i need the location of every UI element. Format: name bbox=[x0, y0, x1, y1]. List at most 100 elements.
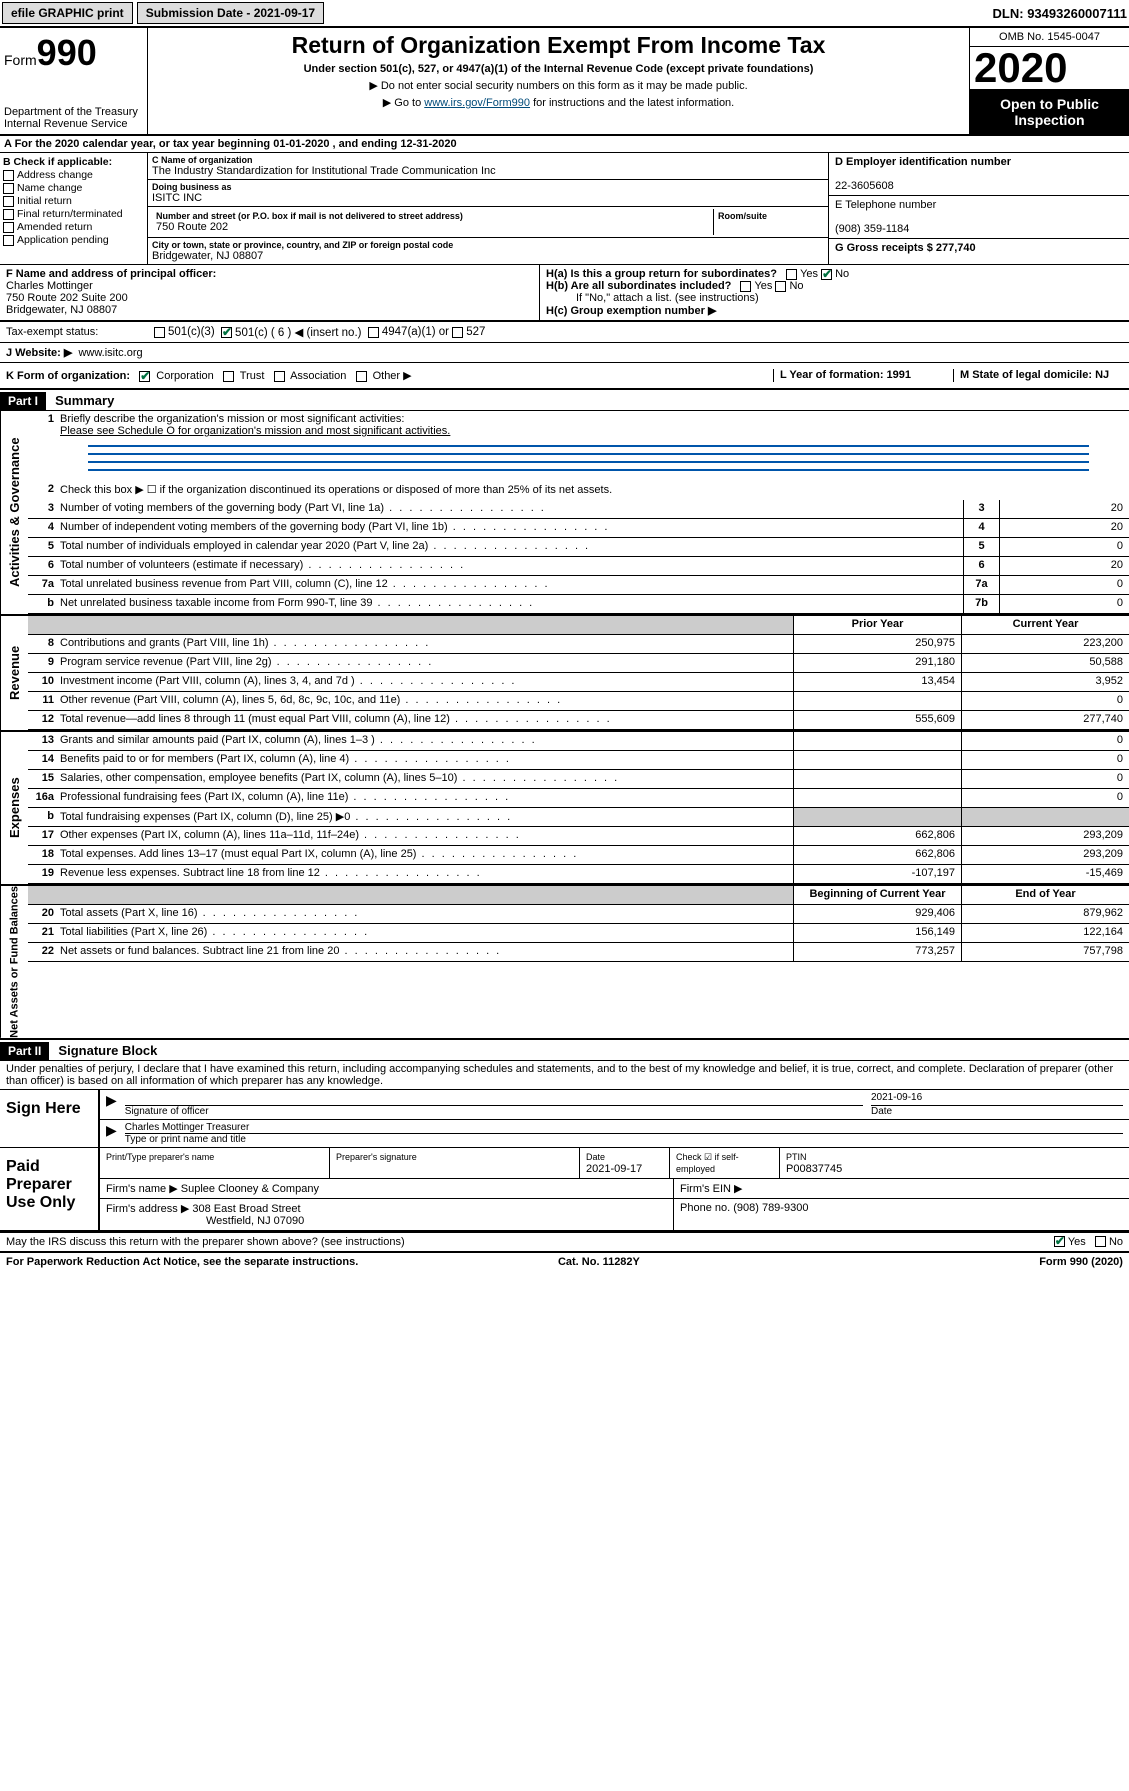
side-net-assets: Net Assets or Fund Balances bbox=[0, 886, 28, 1038]
pra-notice: For Paperwork Reduction Act Notice, see … bbox=[6, 1256, 358, 1268]
discuss-question: May the IRS discuss this return with the… bbox=[6, 1236, 405, 1248]
table-row: 11Other revenue (Part VIII, column (A), … bbox=[28, 692, 1129, 711]
arrow-icon: ▶ bbox=[106, 1122, 117, 1145]
chk-501c[interactable] bbox=[221, 327, 232, 338]
ptin-label: PTIN bbox=[786, 1152, 807, 1162]
firm-phone: Phone no. (908) 789-9300 bbox=[680, 1202, 808, 1214]
prior-year-hdr: Prior Year bbox=[793, 616, 961, 634]
org-name-label: C Name of organization bbox=[152, 155, 824, 165]
ha-label: H(a) Is this a group return for subordin… bbox=[546, 268, 777, 280]
firm-addr2: Westfield, NJ 07090 bbox=[106, 1215, 304, 1227]
website-url: www.isitc.org bbox=[78, 347, 142, 359]
form-subtitle: Under section 501(c), 527, or 4947(a)(1)… bbox=[152, 63, 965, 75]
table-row: 16aProfessional fundraising fees (Part I… bbox=[28, 789, 1129, 808]
form-org-label: K Form of organization: bbox=[6, 370, 130, 382]
prep-name-label: Print/Type preparer's name bbox=[106, 1152, 214, 1162]
chk-501c3[interactable] bbox=[154, 327, 165, 338]
table-row: 7aTotal unrelated business revenue from … bbox=[28, 576, 1129, 595]
form-footer: Form 990 (2020) bbox=[1039, 1256, 1123, 1268]
chk-association[interactable] bbox=[274, 371, 285, 382]
cat-no: Cat. No. 11282Y bbox=[558, 1256, 640, 1268]
part1-header: Part I bbox=[0, 392, 46, 410]
instructions-link[interactable]: www.irs.gov/Form990 bbox=[424, 97, 530, 109]
chk-final-return[interactable]: Final return/terminated bbox=[3, 208, 144, 220]
officer-name-label: Type or print name and title bbox=[125, 1134, 1123, 1145]
dba-label: Doing business as bbox=[152, 182, 824, 192]
efile-button[interactable]: efile GRAPHIC print bbox=[2, 2, 133, 24]
form-number: Form990 bbox=[4, 32, 143, 74]
street: 750 Route 202 bbox=[156, 221, 709, 233]
website-label: J Website: ▶ bbox=[6, 347, 72, 359]
hc-label: H(c) Group exemption number ▶ bbox=[546, 305, 716, 317]
officer-label: F Name and address of principal officer: bbox=[6, 268, 216, 280]
form-note2: ▶ Go to www.irs.gov/Form990 for instruct… bbox=[152, 96, 965, 109]
gross-receipts: G Gross receipts $ 277,740 bbox=[835, 242, 976, 254]
table-row: 19Revenue less expenses. Subtract line 1… bbox=[28, 865, 1129, 884]
table-row: 21Total liabilities (Part X, line 26)156… bbox=[28, 924, 1129, 943]
chk-amended-return[interactable]: Amended return bbox=[3, 221, 144, 233]
hb-label: H(b) Are all subordinates included? bbox=[546, 280, 731, 292]
sig-officer-label: Signature of officer bbox=[125, 1106, 863, 1117]
discuss-no[interactable] bbox=[1095, 1236, 1106, 1247]
side-revenue: Revenue bbox=[0, 616, 28, 730]
declaration: Under penalties of perjury, I declare th… bbox=[0, 1061, 1129, 1090]
part2-header: Part II bbox=[0, 1042, 49, 1060]
table-row: 22Net assets or fund balances. Subtract … bbox=[28, 943, 1129, 962]
telephone: (908) 359-1184 bbox=[835, 223, 909, 235]
table-row: 15Salaries, other compensation, employee… bbox=[28, 770, 1129, 789]
tax-status-label: Tax-exempt status: bbox=[6, 326, 154, 338]
prep-check-label: Check ☑ if self-employed bbox=[676, 1152, 739, 1174]
firm-addr1: 308 East Broad Street bbox=[192, 1203, 300, 1215]
table-row: 3Number of voting members of the governi… bbox=[28, 500, 1129, 519]
org-name: The Industry Standardization for Institu… bbox=[152, 165, 824, 177]
table-row: bTotal fundraising expenses (Part IX, co… bbox=[28, 808, 1129, 827]
city-label: City or town, state or province, country… bbox=[152, 240, 824, 250]
ein: 22-3605608 bbox=[835, 180, 894, 192]
city: Bridgewater, NJ 08807 bbox=[152, 250, 824, 262]
chk-4947[interactable] bbox=[368, 327, 379, 338]
sign-here-label: Sign Here bbox=[0, 1090, 100, 1147]
discuss-yes[interactable] bbox=[1054, 1236, 1065, 1247]
table-row: 8Contributions and grants (Part VIII, li… bbox=[28, 635, 1129, 654]
chk-application-pending[interactable]: Application pending bbox=[3, 234, 144, 246]
state-domicile: M State of legal domicile: NJ bbox=[960, 369, 1109, 381]
table-row: 17Other expenses (Part IX, column (A), l… bbox=[28, 827, 1129, 846]
chk-initial-return[interactable]: Initial return bbox=[3, 195, 144, 207]
chk-other[interactable] bbox=[356, 371, 367, 382]
current-year-hdr: Current Year bbox=[961, 616, 1129, 634]
ein-label: D Employer identification number bbox=[835, 156, 1011, 168]
part1-title: Summary bbox=[55, 393, 114, 408]
side-governance: Activities & Governance bbox=[0, 411, 28, 614]
prep-sig-label: Preparer's signature bbox=[336, 1152, 417, 1162]
firm-ein-label: Firm's EIN ▶ bbox=[680, 1183, 743, 1195]
chk-trust[interactable] bbox=[223, 371, 234, 382]
officer-addr2: Bridgewater, NJ 08807 bbox=[6, 304, 117, 316]
side-expenses: Expenses bbox=[0, 732, 28, 884]
eoy-hdr: End of Year bbox=[961, 886, 1129, 904]
officer-name: Charles Mottinger bbox=[6, 280, 93, 292]
q1: Briefly describe the organization's miss… bbox=[60, 413, 404, 425]
arrow-icon: ▶ bbox=[106, 1092, 117, 1117]
table-row: 5Total number of individuals employed in… bbox=[28, 538, 1129, 557]
line-a: A For the 2020 calendar year, or tax yea… bbox=[0, 136, 1129, 153]
chk-527[interactable] bbox=[452, 327, 463, 338]
table-row: bNet unrelated business taxable income f… bbox=[28, 595, 1129, 614]
table-row: 12Total revenue—add lines 8 through 11 (… bbox=[28, 711, 1129, 730]
year-formation: L Year of formation: 1991 bbox=[780, 369, 911, 381]
chk-name-change[interactable]: Name change bbox=[3, 182, 144, 194]
form-note1: ▶ Do not enter social security numbers o… bbox=[152, 79, 965, 92]
prep-date: 2021-09-17 bbox=[586, 1163, 642, 1175]
dln: DLN: 93493260007111 bbox=[993, 6, 1127, 21]
table-row: 4Number of independent voting members of… bbox=[28, 519, 1129, 538]
tel-label: E Telephone number bbox=[835, 199, 936, 211]
table-row: 10Investment income (Part VIII, column (… bbox=[28, 673, 1129, 692]
chk-corporation[interactable] bbox=[139, 371, 150, 382]
officer-signed-name: Charles Mottinger Treasurer bbox=[125, 1122, 1123, 1134]
q1-answer: Please see Schedule O for organization's… bbox=[60, 425, 450, 437]
form-title: Return of Organization Exempt From Incom… bbox=[152, 32, 965, 59]
q2: Check this box ▶ ☐ if the organization d… bbox=[58, 481, 1129, 500]
table-row: 9Program service revenue (Part VIII, lin… bbox=[28, 654, 1129, 673]
department: Department of the Treasury Internal Reve… bbox=[4, 106, 143, 130]
chk-address-change[interactable]: Address change bbox=[3, 169, 144, 181]
firm-name: Suplee Clooney & Company bbox=[181, 1183, 319, 1195]
